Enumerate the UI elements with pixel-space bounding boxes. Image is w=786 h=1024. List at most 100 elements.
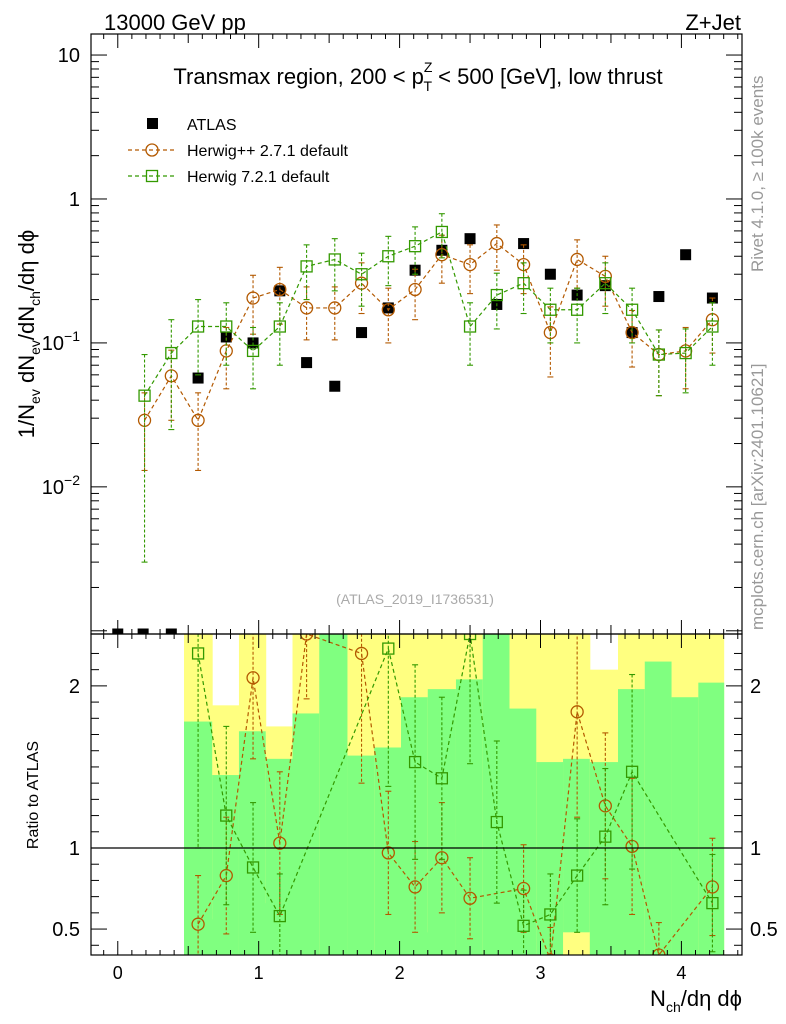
chart-title: Transmax region, 200 < pZ T < 500 [GeV], … [173,59,662,94]
band-green-4 [292,713,320,955]
main-atlas-point-15 [518,238,530,250]
ratio-herwigpp-point-10 [516,881,531,896]
legend-label-atlas: ATLAS [187,117,237,134]
band-green-15 [589,762,619,955]
header-process-label: 13000 GeV pp [104,10,246,35]
axes: 0 1 2 3 4 10−2 10−1 1 10 0.5 0.5 1 1 2 2 [42,33,778,983]
band-green-11 [482,634,510,955]
x-tick-label-2: 2 [395,963,405,983]
main-atlas-point-16 [544,268,556,280]
ratio-herwig7-point-5 [408,755,422,769]
band-green-12 [509,708,537,955]
y-tick-label-ratio-right-0: 0.5 [750,919,778,941]
band-green-17 [644,661,673,955]
main-herwig7-point-9 [382,250,395,263]
ratio-panel-data [191,634,720,955]
main-herwig7-point-18 [625,303,639,316]
ratio-herwigpp-point-6 [381,846,395,860]
ratio-y-axis-label: Ratio to ATLAS [25,741,42,849]
legend-marker-herwigpp [145,143,159,157]
main-herwig7-point-6 [300,260,313,273]
x-tick-label-4: 4 [676,963,686,983]
ratio-herwigpp-point-1 [219,868,233,883]
y-tick-label-ratio-right-2: 2 [750,676,761,698]
main-herwigpp-line [144,242,713,422]
ratio-herwig7-point-9 [517,919,530,932]
main-atlas-point-4 [220,331,232,343]
main-herwigpp-point-5 [273,282,287,297]
main-herwigpp-point-9 [381,303,395,317]
ratio-herwig7-point-12 [599,830,612,843]
main-herwig7-point-14 [517,277,530,290]
main-atlas-point-20 [653,291,665,303]
band-green-13 [536,762,564,955]
main-herwigpp-point-13 [490,236,504,251]
legend-label-herwigpp: Herwig++ 2.7.1 default [187,143,349,160]
ratio-herwig7-point-10 [544,908,557,921]
main-atlas-point-7 [301,357,313,369]
band-green-6 [347,755,375,955]
main-herwigpp-point-4 [246,291,260,305]
ratio-herwig7-line [197,634,713,927]
main-herwig7-point-0 [138,389,151,402]
main-herwig7-point-12 [463,320,477,333]
band-green-18 [671,697,699,955]
main-y-axis-label: 1/Nev dNev/dNch/dη dϕ [14,230,43,438]
band-green-5 [319,634,348,955]
main-herwig7-line [144,231,713,396]
x-axis-label: Nch/dη dϕ [650,986,742,1015]
ratio-herwig7-point-11 [570,869,584,882]
ratio-uncertainty-bands [184,634,725,955]
main-atlas-point-10 [382,302,394,314]
main-herwig7-point-7 [328,253,341,266]
analysis-watermark: (ATLAS_2019_I1736531) [336,591,494,607]
main-panel-data [112,213,720,634]
main-herwig7-point-13 [490,288,503,302]
main-herwig7-point-1 [165,346,178,360]
ratio-herwigpp-point-4 [299,634,314,641]
main-atlas-point-6 [274,285,286,297]
ratio-herwig7-point-0 [191,647,205,660]
legend-marker-atlas [147,118,158,129]
x-tick-label-0: 0 [113,963,123,983]
ratio-herwigpp-point-5 [354,646,369,661]
main-herwig7-point-3 [220,320,233,333]
main-herwig7-point-17 [599,277,612,290]
ratio-herwig7-point-4 [382,642,395,655]
ratio-herwigpp-point-11 [545,953,555,955]
ratio-herwigpp-point-0 [191,917,205,931]
ratio-herwig7-point-1 [220,809,233,822]
ratio-herwigpp-point-3 [273,836,287,850]
main-herwig7-point-5 [273,320,286,333]
x-tick-label-1: 1 [254,963,264,983]
main-herwigpp-point-16 [570,252,584,267]
main-herwigpp-point-12 [463,257,477,272]
legend: ATLAS Herwig++ 2.7.1 default Herwig 7.2.… [128,117,349,186]
x-tick-label-3: 3 [535,963,545,983]
main-atlas-point-13 [464,233,476,245]
y-tick-label-main-2: 1 [69,189,80,211]
y-tick-label-main-1: 10−1 [42,328,80,355]
y-tick-label-main-0: 10−2 [42,472,80,499]
ratio-herwig7-point-13 [625,765,639,778]
legend-marker-herwig7 [145,169,159,183]
ratio-herwig7-point-3 [273,909,286,923]
ratio-herwig7-point-2 [246,861,260,874]
header-channel-label: Z+Jet [685,10,741,35]
main-herwigpp-point-7 [328,301,342,315]
y-tick-label-ratio-1: 1 [69,838,80,860]
main-herwig7-point-8 [355,268,368,281]
main-atlas-point-2 [165,628,177,634]
y-tick-label-ratio-0: 0.5 [52,919,80,941]
ratio-herwig7-point-8 [490,815,503,829]
main-herwigpp-point-6 [299,301,314,315]
main-herwig7-point-11 [435,225,449,239]
main-herwig7-point-15 [544,303,557,316]
main-herwigpp-point-2 [191,413,205,427]
main-atlas-point-21 [680,249,692,261]
ratio-herwigpp-point-9 [463,891,477,905]
main-herwig7-point-21 [706,320,719,333]
ratio-herwigpp-point-7 [408,880,422,894]
main-herwig7-point-4 [246,344,260,358]
